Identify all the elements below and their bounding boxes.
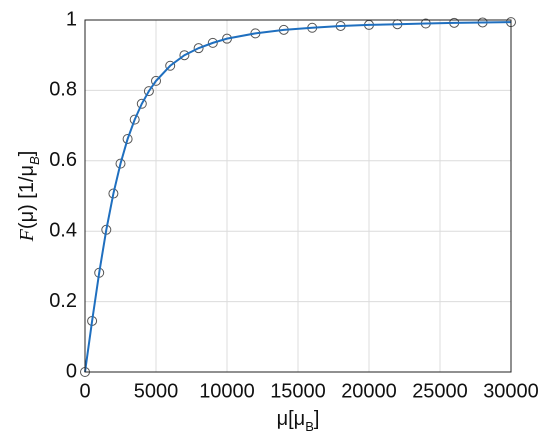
- y-tick-label: 0: [66, 360, 77, 382]
- x-tick-label: 15000: [270, 380, 326, 402]
- data-point: [179, 50, 190, 61]
- data-line: [84, 21, 512, 373]
- x-tick-label: 30000: [483, 380, 539, 402]
- x-tick-label: 0: [79, 380, 90, 402]
- data-point: [122, 133, 133, 144]
- x-label-end: ]: [314, 408, 320, 430]
- y-tick-label: 0.8: [49, 79, 77, 101]
- y-label-f: F: [16, 228, 38, 242]
- x-axis-label: μ[μB]: [277, 408, 320, 434]
- y-label-main: (μ) [1/μ: [16, 165, 38, 229]
- y-tick-label: 0.4: [49, 219, 77, 241]
- data-point: [129, 114, 140, 125]
- x-tick-label: 20000: [341, 380, 397, 402]
- data-point: [165, 60, 176, 71]
- grid: [84, 19, 512, 373]
- data-point: [207, 37, 218, 48]
- x-label-main: μ[μ: [277, 408, 306, 430]
- x-tick-label: 5000: [134, 380, 179, 402]
- x-tick-label: 10000: [199, 380, 255, 402]
- y-tick-label: 0.2: [49, 290, 77, 312]
- data-point: [193, 43, 204, 54]
- x-tick-label: 25000: [412, 380, 468, 402]
- y-axis-label: F(μ) [1/μB]: [16, 151, 42, 243]
- y-tick-label: 0.6: [49, 149, 77, 171]
- y-tick-label: 1: [66, 8, 77, 30]
- data-point: [115, 158, 126, 169]
- x-label-sub: B: [305, 419, 314, 434]
- y-label-end: ]: [16, 151, 38, 157]
- data-point: [143, 86, 154, 97]
- y-label-sub: B: [27, 156, 42, 165]
- plot-frame: [84, 19, 512, 373]
- data-point: [136, 98, 147, 109]
- data-point: [151, 75, 161, 86]
